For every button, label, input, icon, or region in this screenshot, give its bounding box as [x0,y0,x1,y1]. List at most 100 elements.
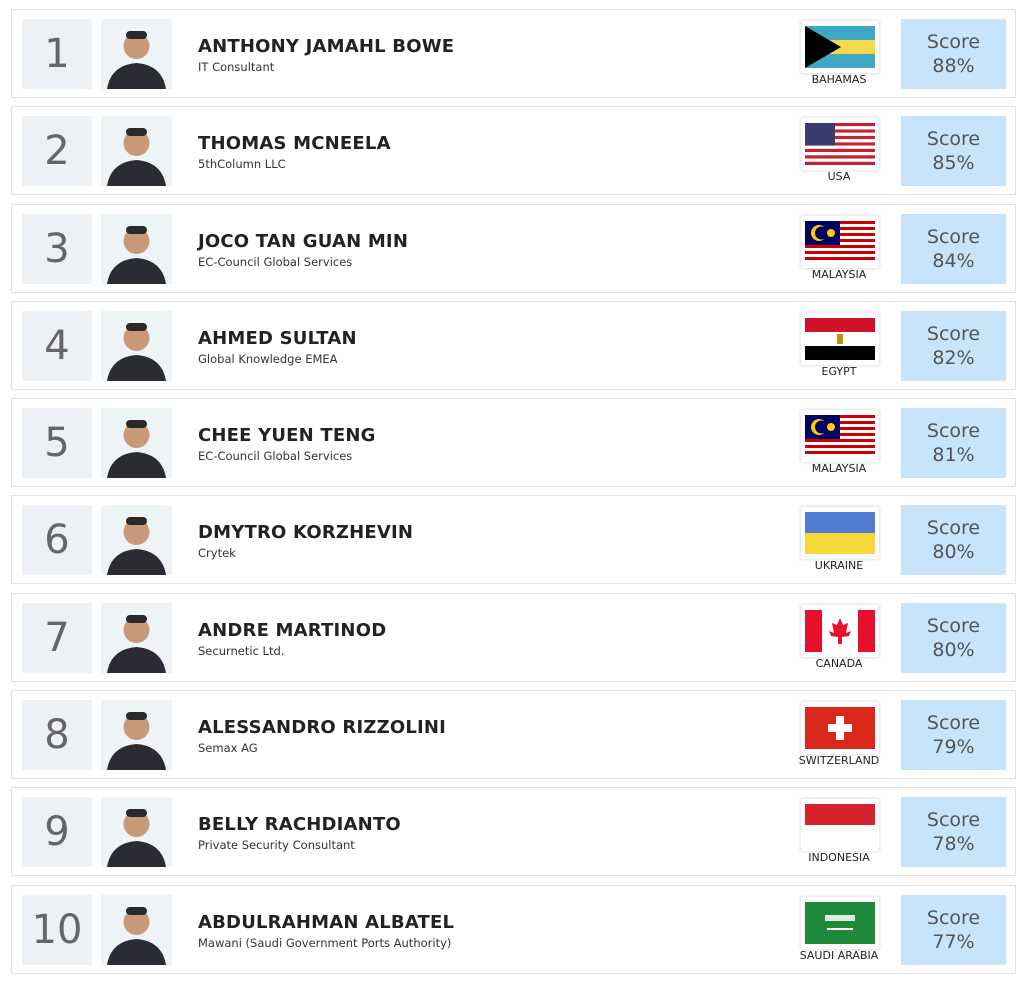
organization: Crytek [198,546,236,561]
rank-number: 3 [22,213,92,284]
score-label: Score [926,31,981,53]
person-name: JOCO TAN GUAN MIN [198,230,409,252]
rank-number: 7 [22,602,92,673]
avatar [101,213,172,284]
egypt-flag [800,311,880,366]
rank-number: 8 [22,700,92,771]
leaderboard-row: 6 DMYTRO KORZHEVIN Crytek UKRAINE Score 8… [11,495,1016,585]
organization: Semax AG [198,741,258,756]
score-value: 80% [932,638,975,661]
malaysia-flag [800,214,880,269]
leaderboard-list: 1 ANTHONY JAMAHL BOWE IT Consultant BAHA… [11,9,1016,982]
score-badge: Score 85% [901,116,1006,187]
avatar [101,19,172,89]
saudi-arabia-flag [800,895,880,950]
score-badge: Score 82% [901,310,1006,381]
rank-number: 9 [22,797,92,868]
score-badge: Score 81% [901,408,1006,479]
score-value: 80% [932,541,975,564]
score-badge: Score 88% [901,19,1006,89]
score-badge: Score 80% [901,602,1006,673]
score-value: 85% [932,152,975,175]
score-label: Score [926,128,981,151]
country-name: SWITZERLAND [798,754,880,768]
score-value: 79% [932,736,975,759]
leaderboard-row: 8 ALESSANDRO RIZZOLINI Semax AG SWITZERL… [11,690,1016,780]
country-name: USA [827,170,851,184]
score-label: Score [926,420,981,443]
person-name: ANTHONY JAMAHL BOWE [198,36,455,57]
bahamas-flag [800,20,880,74]
canada-flag [800,603,880,658]
country-name: MALAYSIA [811,462,867,476]
score-badge: Score 80% [901,505,1006,576]
avatar [101,602,172,673]
organization: Mawani (Saudi Government Ports Authority… [198,935,452,950]
switzerland-flag [800,701,880,756]
country-name: UKRAINE [814,559,864,573]
score-badge: Score 77% [901,894,1006,965]
leaderboard-row: 5 CHEE YUEN TENG EC-Council Global Servi… [11,398,1016,488]
person-name: AHMED SULTAN [198,327,357,349]
score-label: Score [926,712,981,735]
avatar [101,894,172,965]
organization: Private Security Consultant [198,838,355,853]
indonesia-flag [800,798,880,853]
organization: Securnetic Ltd. [198,643,285,658]
organization: EC-Council Global Services [198,449,353,464]
rank-number: 4 [22,310,92,381]
country-name: INDONESIA [808,851,870,865]
score-value: 81% [932,444,975,467]
leaderboard-row: 3 JOCO TAN GUAN MIN EC-Council Global Se… [11,203,1016,293]
organization: 5thColumn LLC [198,157,286,172]
leaderboard-row: 10 ABDULRAHMAN ALBATEL Mawani (Saudi Gov… [11,884,1016,974]
person-name: ABDULRAHMAN ALBATEL [198,911,455,933]
score-badge: Score 84% [901,213,1006,284]
country-name: SAUDI ARABIA [799,948,879,962]
avatar [101,505,172,576]
avatar [101,797,172,868]
score-label: Score [926,322,981,345]
rank-number: 1 [22,19,92,89]
usa-flag [800,117,880,172]
country-name: EGYPT [821,364,857,378]
person-name: ANDRE MARTINOD [198,619,387,641]
score-label: Score [926,906,981,929]
person-name: ALESSANDRO RIZZOLINI [198,717,447,739]
person-name: CHEE YUEN TENG [198,425,376,447]
score-value: 78% [932,833,975,856]
score-value: 84% [932,249,975,272]
score-label: Score [926,517,981,540]
avatar [101,310,172,381]
rank-number: 2 [22,116,92,187]
leaderboard-row: 7 ANDRE MARTINOD Securnetic Ltd. CANADA … [11,592,1016,682]
score-badge: Score 79% [901,700,1006,771]
score-value: 88% [932,55,975,77]
country-name: CANADA [815,656,863,670]
avatar [101,116,172,187]
rank-number: 10 [22,894,92,965]
person-name: DMYTRO KORZHEVIN [198,522,414,544]
person-name: BELLY RACHDIANTO [198,814,401,836]
score-label: Score [926,809,981,832]
leaderboard-row: 9 BELLY RACHDIANTO Private Security Cons… [11,787,1016,877]
leaderboard-row: 2 THOMAS MCNEELA 5thColumn LLC USA Score… [11,106,1016,196]
avatar [101,408,172,479]
rank-number: 6 [22,505,92,576]
leaderboard-row: 1 ANTHONY JAMAHL BOWE IT Consultant BAHA… [11,9,1016,98]
organization: Global Knowledge EMEA [198,351,338,366]
malaysia-flag [800,409,880,464]
score-value: 77% [932,930,975,953]
organization: EC-Council Global Services [198,254,353,269]
organization: IT Consultant [198,60,275,74]
score-badge: Score 78% [901,797,1006,868]
rank-number: 5 [22,408,92,479]
country-name: BAHAMAS [811,73,867,86]
score-label: Score [926,225,981,248]
leaderboard-row: 4 AHMED SULTAN Global Knowledge EMEA EGY… [11,300,1016,390]
score-label: Score [926,614,981,637]
ukraine-flag [800,506,880,561]
avatar [101,700,172,771]
score-value: 82% [932,346,975,369]
country-name: MALAYSIA [811,267,867,281]
